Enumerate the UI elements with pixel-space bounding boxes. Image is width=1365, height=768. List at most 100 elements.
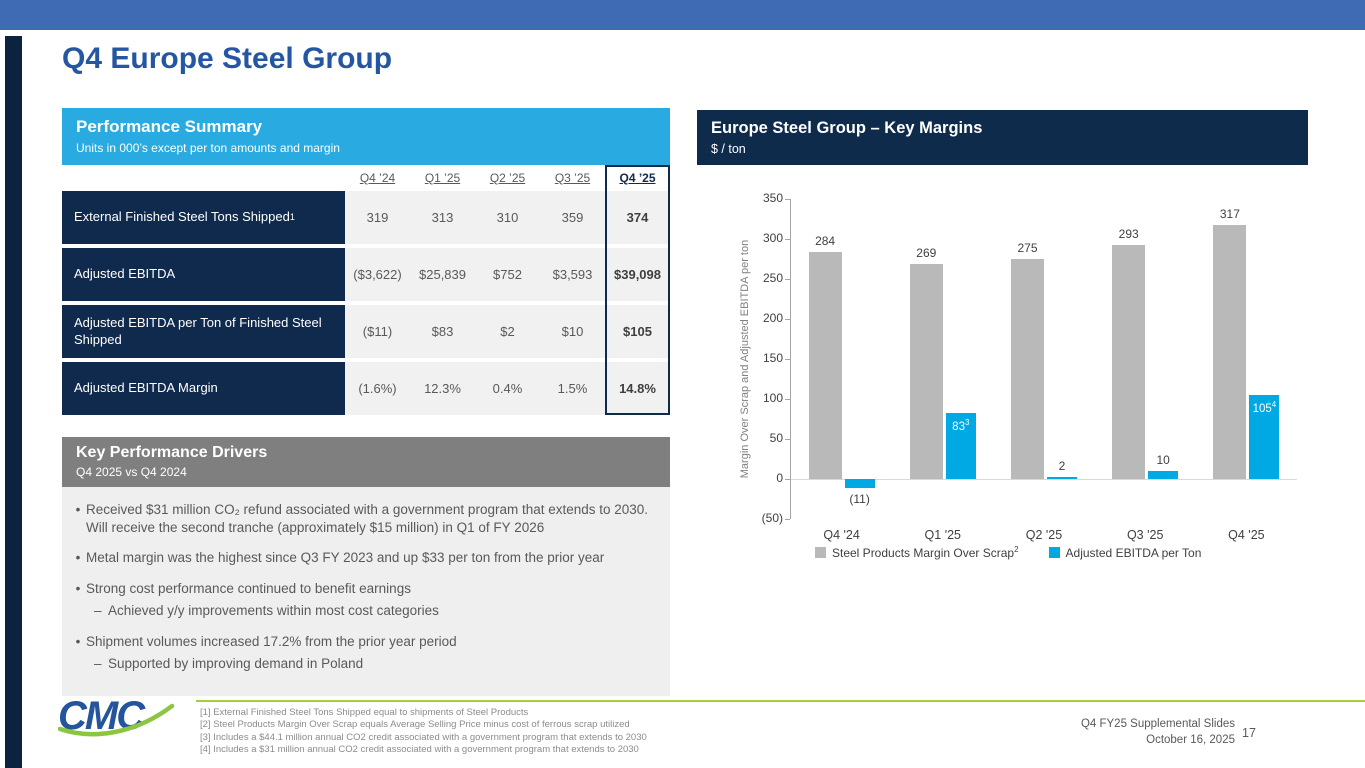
cell-value: $25,839 xyxy=(410,248,475,301)
bar-chart: Margin Over Scrap and Adjusted EBITDA pe… xyxy=(697,165,1308,577)
sub-bullet-item: – Supported by improving demand in Poland xyxy=(94,656,364,672)
bar-margin-over-scrap xyxy=(808,251,842,479)
y-tick-mark xyxy=(785,319,790,320)
key-drivers-subtitle: Q4 2025 vs Q4 2024 xyxy=(76,465,187,479)
legend-swatch-blue xyxy=(1048,547,1060,558)
cell-value: $105 xyxy=(605,305,670,358)
table-row: Adjusted EBITDA per Ton of Finished Stee… xyxy=(62,305,670,358)
bar-value-label: (11) xyxy=(849,491,870,506)
legend-label: Adjusted EBITDA per Ton xyxy=(1065,545,1202,560)
x-tick-label: Q2 '25 xyxy=(1025,528,1063,542)
y-tick-label: (50) xyxy=(761,511,783,525)
cell-value: $10 xyxy=(540,305,605,358)
cell-value: $39,098 xyxy=(605,248,670,301)
cell-value: 374 xyxy=(605,191,670,244)
key-drivers-title: Key Performance Drivers xyxy=(76,444,268,461)
bar-value-label: 317 xyxy=(1219,207,1240,222)
row-label: Adjusted EBITDA per Ton of Finished Stee… xyxy=(62,305,345,358)
footnote: [1] External Finished Steel Tons Shipped… xyxy=(200,707,529,718)
cell-value: 313 xyxy=(410,191,475,244)
x-tick-label: Q4 '24 xyxy=(823,528,860,542)
footer-divider-line xyxy=(196,700,1365,702)
row-label: Adjusted EBITDA Margin xyxy=(62,362,345,415)
y-tick-mark xyxy=(785,239,790,240)
legend-swatch-gray xyxy=(815,547,826,558)
y-tick-mark xyxy=(785,359,790,360)
row-label: External Finished Steel Tons Shipped 1 xyxy=(62,191,345,244)
y-tick-label: 50 xyxy=(769,431,783,445)
cell-value: $83 xyxy=(410,305,475,358)
table-header-row: Q4 ’24 Q1 ’25 Q2 ’25 Q3 ’25 Q4 ’25 xyxy=(62,165,670,191)
y-tick-mark xyxy=(785,279,790,280)
top-accent-bar xyxy=(0,0,1365,30)
deck-info: Q4 FY25 Supplemental Slides October 16, … xyxy=(1081,716,1235,748)
table-row: External Finished Steel Tons Shipped 1 319… xyxy=(62,191,670,244)
y-tick-label: 350 xyxy=(762,191,783,205)
bar-ebitda-per-ton xyxy=(945,412,976,479)
bar-margin-over-scrap xyxy=(1112,244,1146,479)
y-tick-mark xyxy=(785,519,790,520)
y-axis-line xyxy=(790,199,791,519)
x-tick-label: Q1 '25 xyxy=(924,528,961,542)
column-header: Q4 ’25 xyxy=(619,171,656,185)
y-tick-mark xyxy=(785,439,790,440)
y-tick-label: 0 xyxy=(776,471,783,485)
column-header: Q2 ’25 xyxy=(489,171,526,185)
bar-value-label: 2 xyxy=(1058,459,1066,474)
footnote: [4] Includes a $31 million annual CO2 cr… xyxy=(200,744,639,756)
page-number: 17 xyxy=(1242,726,1256,740)
performance-table: Q4 ’24 Q1 ’25 Q2 ’25 Q3 ’25 Q4 ’25 External F… xyxy=(62,165,670,415)
key-drivers-list: • Received $31 million CO₂ refund associa… xyxy=(62,487,670,696)
chart-subtitle: $ / ton xyxy=(711,142,746,156)
cmc-logo: CMC xyxy=(58,694,178,744)
bar-value-label: 293 xyxy=(1118,226,1139,241)
chart-title: Europe Steel Group – Key Margins xyxy=(711,119,983,137)
y-tick-label: 200 xyxy=(762,311,783,325)
bar-value-label: 275 xyxy=(1017,241,1038,255)
cell-value: $752 xyxy=(475,248,540,301)
bar-margin-over-scrap xyxy=(1213,225,1247,479)
slide-title: Q4 Europe Steel Group xyxy=(62,42,393,75)
y-tick-label: 250 xyxy=(762,271,783,285)
cell-value: 1.5% xyxy=(540,362,605,415)
x-tick-label: Q4 '25 xyxy=(1228,528,1265,542)
bar-margin-over-scrap xyxy=(1011,259,1044,479)
key-margins-chart-panel: Europe Steel Group – Key Margins $ / ton… xyxy=(697,110,1308,577)
column-header: Q3 ’25 xyxy=(554,171,591,185)
cell-value: $2 xyxy=(475,305,540,358)
y-tick-label: 150 xyxy=(762,351,783,365)
bar-value-label: 269 xyxy=(916,245,937,260)
bullet-item: • Received $31 million CO₂ refund associa… xyxy=(75,502,649,535)
y-tick-mark xyxy=(785,479,790,480)
cell-value: 310 xyxy=(475,191,540,244)
deck-title: Q4 FY25 Supplemental Slides xyxy=(1080,718,1235,730)
cell-value: 12.3% xyxy=(410,362,475,415)
key-drivers-panel: Key Performance Drivers Q4 2025 vs Q4 20… xyxy=(62,437,670,696)
legend-item-margin-over-scrap: Steel Products Margin Over Scrap2 xyxy=(815,545,1019,560)
bar-value-label: 833 xyxy=(952,417,970,433)
bar-ebitda-per-ton xyxy=(1249,395,1280,479)
table-row: Adjusted EBITDA ($3,622) $25,839 $752 $3,593… xyxy=(62,248,670,301)
y-tick-label: 300 xyxy=(762,231,783,245)
left-accent-bar xyxy=(5,36,22,768)
cell-value: $3,593 xyxy=(540,248,605,301)
table-row: Adjusted EBITDA Margin (1.6%) 12.3% 0.4% 1.5… xyxy=(62,362,670,415)
bar-value-label: 284 xyxy=(815,233,836,248)
footnote: [3] Includes a $44.1 million annual CO2 … xyxy=(200,731,647,743)
y-tick-mark xyxy=(785,199,790,200)
row-label: Adjusted EBITDA xyxy=(62,248,345,301)
column-header: Q4 ’24 xyxy=(359,171,396,185)
cell-value: (1.6%) xyxy=(345,362,410,415)
deck-date: October 16, 2025 xyxy=(1146,734,1235,747)
legend-item-ebitda-per-ton: Adjusted EBITDA per Ton xyxy=(1048,545,1202,560)
y-tick-label: 100 xyxy=(762,391,783,405)
bar-margin-over-scrap xyxy=(909,263,943,479)
chart-header: Europe Steel Group – Key Margins $ / ton xyxy=(697,110,1308,165)
cell-value: 359 xyxy=(540,191,605,244)
key-drivers-header: Key Performance Drivers Q4 2025 vs Q4 20… xyxy=(62,437,670,487)
bullet-item: • Strong cost performance continued to be… xyxy=(75,580,411,596)
performance-summary-header: Performance Summary Units in 000’s excep… xyxy=(62,108,670,165)
footnotes: [1] External Finished Steel Tons Shipped… xyxy=(200,707,647,756)
performance-summary-subtitle: Units in 000’s except per ton amounts an… xyxy=(76,141,340,155)
